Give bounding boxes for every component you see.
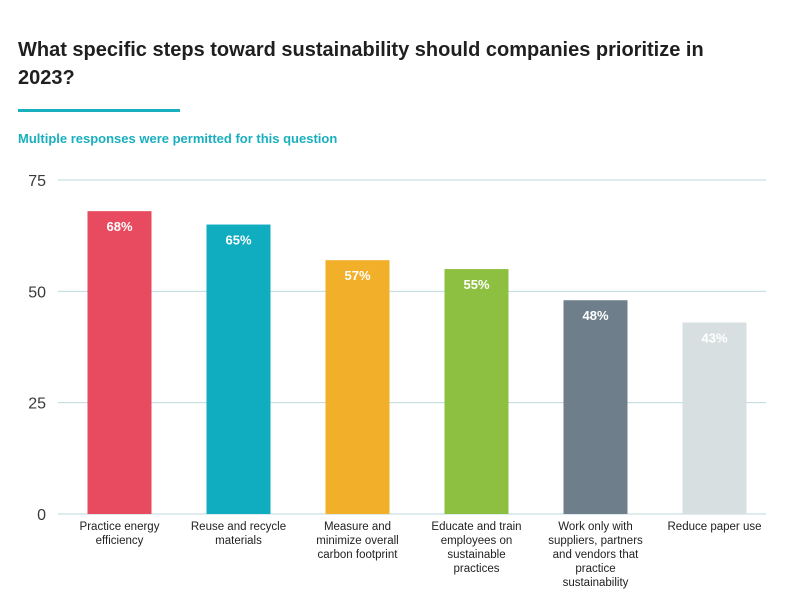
bar-3 — [325, 260, 390, 514]
y-tick-label: 25 — [28, 396, 46, 413]
x-category-label: Reduce paper use — [667, 521, 762, 533]
bar-6 — [682, 322, 747, 514]
y-tick-label: 75 — [28, 173, 46, 190]
data-label-5: 48% — [582, 308, 608, 323]
bar-4 — [444, 269, 509, 514]
x-category-label: Practice energy efficiency — [79, 521, 160, 547]
x-category-label: Reuse and recycle materials — [190, 521, 287, 547]
data-label-3: 57% — [344, 268, 370, 283]
data-label-4: 55% — [463, 277, 489, 292]
data-label-6: 43% — [701, 331, 727, 346]
x-category-label: Measure and minimize overall carbon foot… — [316, 521, 399, 561]
chart-subtitle: Multiple responses were permitted for th… — [18, 131, 338, 146]
bar-2 — [206, 224, 271, 515]
y-tick-label: 50 — [28, 284, 46, 301]
data-label-1: 68% — [106, 219, 132, 234]
x-category-label: Educate and train employees on sustainab… — [431, 521, 522, 575]
chart-title: What specific steps toward sustainabilit… — [18, 39, 704, 89]
data-label-2: 65% — [225, 233, 251, 248]
bar-5 — [563, 300, 628, 514]
x-category-label: Work only with suppliers, partners and v… — [548, 521, 643, 589]
bar-1 — [87, 211, 152, 514]
title-accent-rule — [18, 109, 180, 112]
y-tick-label: 0 — [37, 507, 46, 524]
